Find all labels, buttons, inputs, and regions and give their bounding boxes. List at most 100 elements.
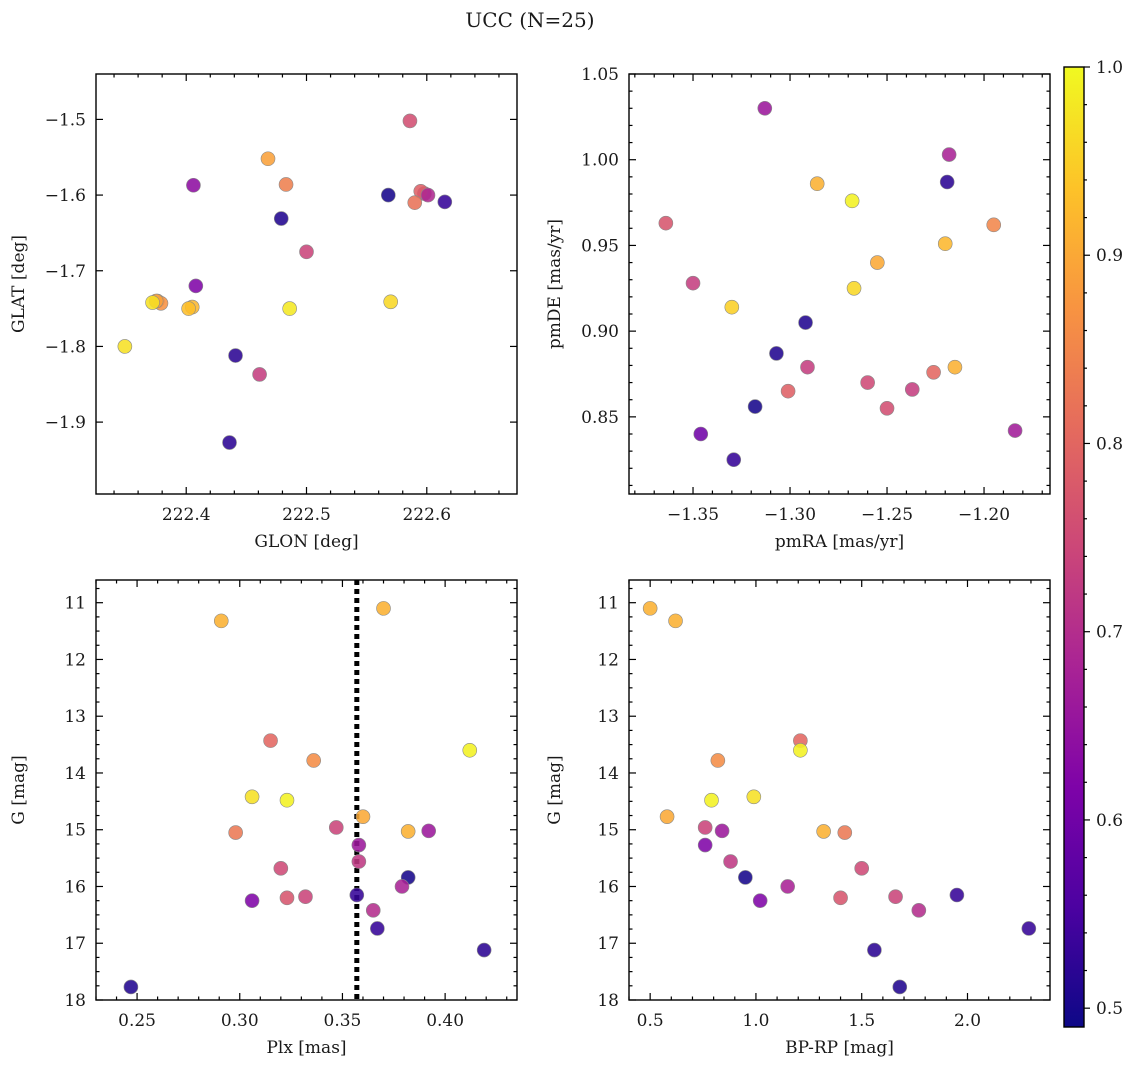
scatter-point xyxy=(213,613,229,629)
x-tick-label: 0.35 xyxy=(324,1011,362,1031)
scatter-point xyxy=(939,174,955,190)
x-tick-label: 0.25 xyxy=(118,1011,156,1031)
scatter-point xyxy=(816,824,831,839)
y-axis-label: G [mag] xyxy=(545,755,565,824)
scatter-point xyxy=(476,942,492,958)
scatter-point xyxy=(723,854,738,869)
y-axis-label: pmDE [mas/yr] xyxy=(545,219,565,349)
y-tick-label: −1.6 xyxy=(45,186,86,206)
x-tick-label: −1.25 xyxy=(861,505,913,525)
panel-1: 222.4 222.5 222.6 −1.5 −1.6 −1.7 −1.8 −1.9 GLON … xyxy=(9,73,518,552)
scatter-point xyxy=(844,193,860,209)
colorbar-tick-label: 0.5 xyxy=(1096,999,1123,1019)
y-tick-label: 16 xyxy=(64,877,86,897)
panel-4: 0.5 1.0 1.5 2.0 11 12 13 14 15 16 17 18 BP-RP [mag] G… xyxy=(545,579,1051,1058)
y-tick-label: −1.5 xyxy=(45,110,86,130)
panel-3: 0.25 0.30 0.35 0.40 11 12 13 14 15 16 17 18 Plx [mas… xyxy=(9,579,518,1058)
scatter-point xyxy=(833,890,848,906)
scatter-point xyxy=(376,601,391,616)
scatter-point xyxy=(420,187,436,203)
scatter-point xyxy=(798,315,813,330)
scatter-point xyxy=(846,280,862,296)
scatter-point xyxy=(244,789,260,805)
x-axis-label: BP-RP [mag] xyxy=(785,1038,894,1058)
scatter-point xyxy=(306,753,321,768)
scatter-point xyxy=(351,854,367,869)
y-tick-label: −1.8 xyxy=(45,337,86,357)
y-tick-label: 12 xyxy=(64,650,86,670)
scatter-point xyxy=(642,601,658,616)
y-tick-label: 11 xyxy=(597,594,619,614)
scatter-point xyxy=(685,275,701,291)
scatter-point xyxy=(186,177,201,193)
scatter-point xyxy=(188,278,204,294)
scatter-point xyxy=(697,820,713,835)
y-tick-label: 14 xyxy=(597,764,619,784)
y-tick-label: 15 xyxy=(64,821,86,841)
scatter-point xyxy=(1021,921,1037,936)
y-tick-label: 11 xyxy=(64,594,86,614)
axes-frame xyxy=(95,73,518,495)
scatter-point xyxy=(710,753,726,768)
y-tick-label: 17 xyxy=(597,934,619,954)
x-tick-label: 222.4 xyxy=(162,505,211,525)
scatter-point xyxy=(937,236,953,252)
scatter-point xyxy=(228,825,243,840)
scatter-point xyxy=(888,889,903,905)
scatter-point xyxy=(809,176,825,192)
axes-frame xyxy=(95,579,518,1001)
scatter-point xyxy=(244,893,260,908)
panel-2: −1.35 −1.30 −1.25 −1.20 0.85 0.90 0.95 1.00 1.05… xyxy=(545,65,1051,552)
scatter-point xyxy=(278,177,294,192)
scatter-point xyxy=(1007,423,1023,438)
x-axis-label: GLON [deg] xyxy=(254,532,358,552)
x-tick-label: 1.5 xyxy=(848,1011,875,1031)
scatter-point xyxy=(879,400,895,416)
scatter-point xyxy=(668,613,683,629)
figure-title: UCC (N=25) xyxy=(465,8,594,32)
scatter-point xyxy=(697,837,713,853)
y-tick-label: 1.00 xyxy=(581,151,619,171)
x-tick-label: −1.30 xyxy=(764,505,816,525)
scatter-point xyxy=(273,861,289,876)
scatter-point xyxy=(659,809,675,824)
y-tick-label: 18 xyxy=(597,991,619,1011)
scatter-point xyxy=(260,151,276,167)
y-tick-label: −1.7 xyxy=(45,262,86,282)
scatter-point xyxy=(746,789,762,805)
scatter-point xyxy=(757,100,773,116)
scatter-point xyxy=(282,301,297,316)
scatter-point xyxy=(123,979,139,995)
y-tick-label: 1.05 xyxy=(581,65,619,85)
y-tick-label: 14 xyxy=(64,764,86,784)
scatter-point xyxy=(145,295,160,310)
colorbar: 0.5 0.6 0.7 0.8 0.9 1.0 xyxy=(1063,58,1123,1028)
y-axis-label: G [mag] xyxy=(9,755,29,824)
scatter-point xyxy=(941,147,957,162)
colorbar-tick-label: 1.0 xyxy=(1096,58,1123,78)
x-tick-label: −1.20 xyxy=(958,505,1010,525)
y-tick-label: 17 xyxy=(64,934,86,954)
scatter-point xyxy=(926,364,941,380)
scatter-point xyxy=(228,348,243,363)
scatter-point xyxy=(870,255,885,270)
axes-frame xyxy=(628,579,1051,1001)
x-tick-label: 222.6 xyxy=(402,505,451,525)
scatter-point xyxy=(437,194,453,210)
scatter-point xyxy=(780,879,795,894)
x-tick-label: 222.5 xyxy=(282,505,331,525)
y-tick-label: 16 xyxy=(597,877,619,897)
scatter-point xyxy=(222,435,237,450)
colorbar-tick-label: 0.8 xyxy=(1096,434,1123,454)
y-axis-label: GLAT [deg] xyxy=(9,235,29,333)
scatter-point xyxy=(658,215,674,231)
scatter-point xyxy=(860,375,875,390)
scatter-point xyxy=(726,452,742,468)
scatter-point xyxy=(800,359,815,375)
scatter-point xyxy=(407,195,423,210)
scatter-point xyxy=(911,903,927,918)
scatter-point xyxy=(462,742,478,758)
y-tick-label: −1.9 xyxy=(45,413,86,433)
scatter-point xyxy=(904,382,920,397)
